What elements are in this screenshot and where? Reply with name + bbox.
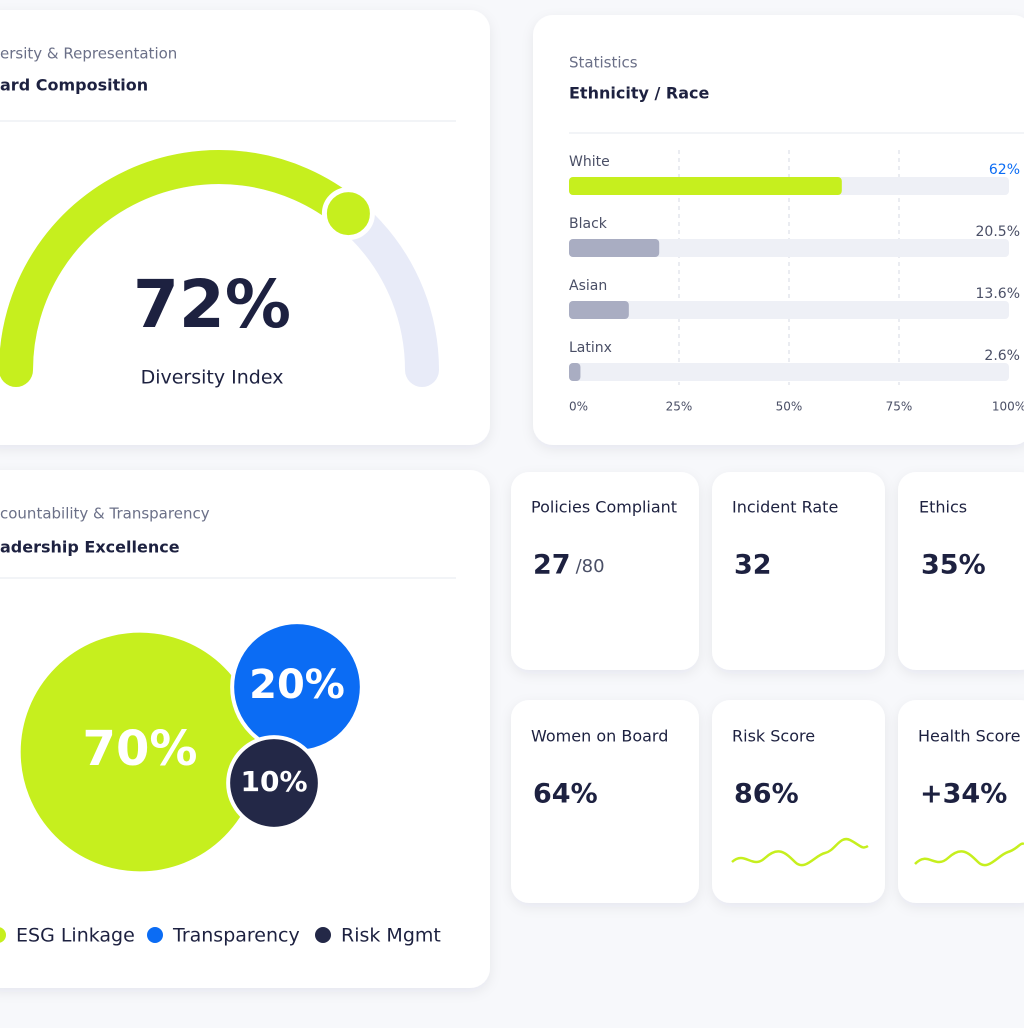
bar-track <box>569 363 1009 381</box>
bar-label: Black <box>569 216 608 232</box>
kpi-suffix: /80 <box>576 556 605 577</box>
kpi-label: Health Score <box>918 727 1020 746</box>
card <box>712 472 885 670</box>
gauge-knob <box>321 187 375 241</box>
kpi-value: 64% <box>533 779 598 810</box>
bar-value-label: 13.6% <box>976 286 1020 302</box>
bar-track <box>569 301 1009 319</box>
bar-value-label: 62% <box>989 162 1020 178</box>
sparklines <box>731 837 1024 867</box>
card-title: Ethnicity / Race <box>569 84 709 103</box>
card-title: ard Composition <box>0 76 148 95</box>
kpi-value: +34% <box>920 779 1007 810</box>
venn-label: 70% <box>83 721 198 777</box>
bar-label: Asian <box>569 278 607 294</box>
legend-dot <box>315 927 331 943</box>
x-tick-label: 75% <box>886 400 913 414</box>
bar-track <box>569 239 1009 257</box>
venn-circle <box>226 735 322 831</box>
x-tick-label: 25% <box>666 400 693 414</box>
sparkline <box>914 842 1024 867</box>
sparkline <box>731 837 869 867</box>
gauge-value: 72% <box>133 266 291 343</box>
card <box>511 472 699 670</box>
x-tick-label: 50% <box>776 400 803 414</box>
card <box>511 700 699 903</box>
kpi-value: 86% <box>734 779 799 810</box>
bar-value-label: 20.5% <box>976 224 1020 240</box>
x-tick-label: 0% <box>569 400 588 414</box>
x-tick-label: 100% <box>992 400 1024 414</box>
card-title: adership Excellence <box>0 538 180 557</box>
card <box>898 700 1024 903</box>
kpi-label: Risk Score <box>732 727 815 746</box>
kpi-value: 32 <box>734 550 772 581</box>
kpi-label: Policies Compliant <box>531 498 677 517</box>
kpi-label: Incident Rate <box>732 498 838 517</box>
card-subtitle: countability & Transparency <box>0 505 210 523</box>
bar <box>569 177 842 195</box>
gauge-arc <box>0 150 366 387</box>
kpi-value: 27 <box>533 550 571 581</box>
card-subtitle: ersity & Representation <box>0 45 177 63</box>
legend-dot <box>0 927 6 943</box>
card-subtitle: Statistics <box>569 54 638 72</box>
bar <box>569 239 660 257</box>
kpi-label: Ethics <box>919 498 967 517</box>
bar <box>569 301 629 319</box>
bar-label: Latinx <box>569 340 612 356</box>
card <box>898 472 1024 670</box>
kpi-label: Women on Board <box>531 727 668 746</box>
gauge-label: Diversity Index <box>141 367 284 389</box>
legend-dot <box>147 927 163 943</box>
bar-label: White <box>569 154 610 170</box>
legend-label: Transparency <box>172 925 300 947</box>
card <box>0 10 490 445</box>
bar-value-label: 2.6% <box>984 348 1020 364</box>
legend-label: Risk Mgmt <box>341 925 441 947</box>
venn-label: 20% <box>249 662 345 708</box>
legend-label: ESG Linkage <box>16 925 135 947</box>
bar <box>569 363 581 381</box>
card <box>533 15 1024 445</box>
venn-label: 10% <box>240 765 307 798</box>
card <box>712 700 885 903</box>
kpi-value: 35% <box>921 550 986 581</box>
